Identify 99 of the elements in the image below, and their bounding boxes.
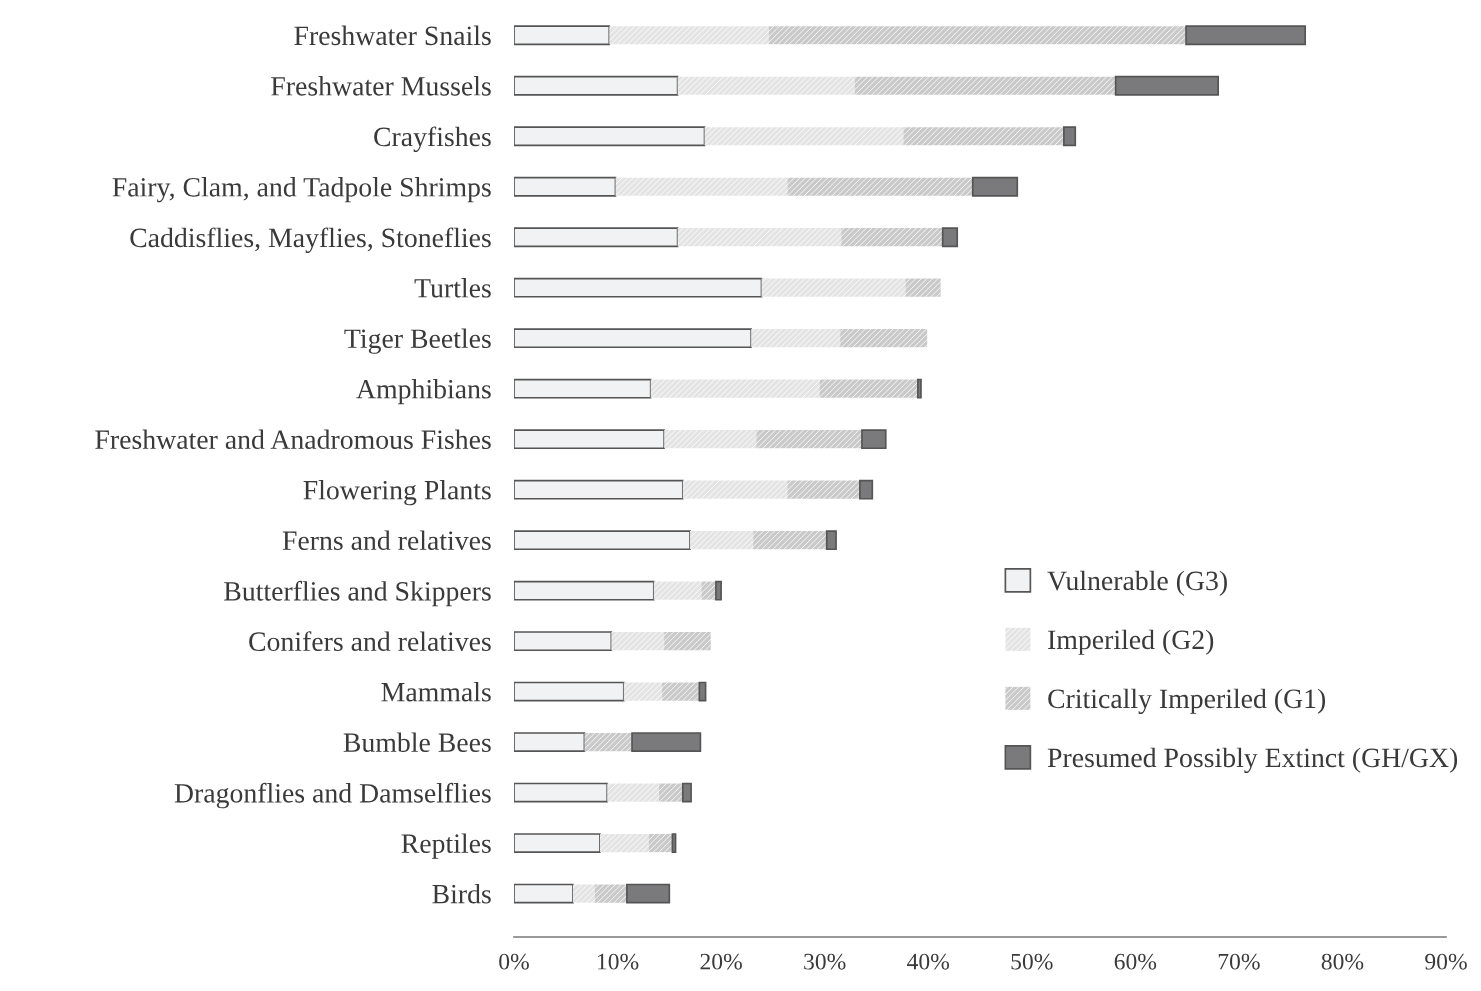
x-tick-label: 30% xyxy=(804,953,846,970)
y-tick-label: Ferns and relatives xyxy=(282,530,491,551)
bar xyxy=(514,227,679,248)
bar xyxy=(609,26,769,45)
bar xyxy=(768,26,1187,45)
bar xyxy=(514,25,611,46)
bar xyxy=(631,732,702,753)
bar xyxy=(761,278,906,297)
legend-label: Presumed Possibly Extinct (GH/GX) xyxy=(1047,747,1458,773)
bar xyxy=(854,76,1116,95)
bar xyxy=(903,127,1064,146)
bar xyxy=(514,681,625,702)
bar xyxy=(1063,126,1077,147)
bar xyxy=(584,733,633,752)
bar xyxy=(819,379,918,398)
bar xyxy=(514,378,652,399)
x-tick-label: 50% xyxy=(1011,953,1053,970)
y-tick-label: Freshwater and Anadromous Fishes xyxy=(95,429,491,450)
bar xyxy=(941,227,959,248)
bar xyxy=(514,833,601,854)
bar xyxy=(825,530,837,551)
bar xyxy=(626,883,671,904)
bar xyxy=(698,681,707,702)
x-tick-label: 60% xyxy=(1114,953,1157,970)
bar xyxy=(514,277,763,298)
bar xyxy=(658,783,683,802)
x-tick-label: 90% xyxy=(1425,953,1467,970)
bar xyxy=(787,177,973,196)
bar xyxy=(690,531,754,550)
bar xyxy=(753,531,827,550)
bar xyxy=(599,834,649,853)
bar xyxy=(514,883,574,904)
bar xyxy=(677,228,842,247)
bar xyxy=(715,580,722,601)
bar xyxy=(701,581,716,600)
bar xyxy=(1185,25,1306,46)
bar xyxy=(664,430,757,449)
bar xyxy=(650,379,820,398)
x-tick-label: 10% xyxy=(597,953,639,970)
y-tick-label: Caddisflies, Mayflies, Stoneflies xyxy=(130,227,491,253)
bar xyxy=(1114,75,1220,96)
bar xyxy=(514,530,691,551)
legend-label: Vulnerable (G3) xyxy=(1047,570,1227,596)
bar xyxy=(653,581,702,600)
bar xyxy=(514,75,679,96)
bar xyxy=(514,176,617,197)
bar xyxy=(756,430,862,449)
bar xyxy=(514,732,586,753)
y-tick-label: Crayfishes xyxy=(374,126,491,152)
y-tick-label: Amphibians xyxy=(356,379,491,405)
bar xyxy=(514,126,706,147)
bar xyxy=(859,479,874,500)
y-tick-label: Butterflies and Skippers xyxy=(224,580,491,607)
bar xyxy=(841,228,943,247)
bar xyxy=(607,783,659,802)
bar xyxy=(514,782,609,803)
x-tick-label: 0% xyxy=(499,953,529,970)
bar xyxy=(677,76,855,95)
bar xyxy=(514,479,684,500)
y-tick-label: Bumble Bees xyxy=(343,732,491,753)
bar xyxy=(648,834,673,853)
bar xyxy=(681,782,692,803)
y-tick-label: Reptiles xyxy=(401,833,491,859)
y-tick-label: Tiger Beetles xyxy=(344,328,491,354)
bar xyxy=(682,480,788,499)
x-tick-label: 20% xyxy=(700,953,742,970)
bar xyxy=(514,580,655,601)
bar xyxy=(611,632,665,651)
y-tick-label: Turtles xyxy=(414,278,491,298)
x-tick-label: 80% xyxy=(1321,953,1364,970)
bar xyxy=(615,177,788,196)
y-tick-label: Dragonflies and Damselflies xyxy=(174,782,491,809)
y-tick-label: Flowering Plants xyxy=(303,480,491,506)
bar xyxy=(662,682,700,701)
y-tick-label: Freshwater Snails xyxy=(294,25,491,46)
bar xyxy=(905,278,941,297)
bar xyxy=(514,429,665,450)
legend-label: Critically Imperiled (G1) xyxy=(1048,688,1326,714)
bar xyxy=(514,328,752,349)
y-tick-label: Mammals xyxy=(381,681,491,702)
bar xyxy=(787,480,860,499)
legend-label: Imperiled (G2) xyxy=(1048,629,1214,655)
x-tick-label: 40% xyxy=(907,953,950,970)
y-tick-label: Birds xyxy=(432,883,491,904)
bar xyxy=(623,682,663,701)
bar xyxy=(594,884,627,903)
y-tick-label: Freshwater Mussels xyxy=(271,76,491,96)
bar xyxy=(751,329,841,348)
bar xyxy=(917,378,922,399)
bar xyxy=(971,176,1019,197)
bar xyxy=(664,632,711,651)
bar xyxy=(861,429,887,450)
bar xyxy=(514,631,613,652)
bar xyxy=(840,329,928,348)
y-tick-label: Fairy, Clam, and Tadpole Shrimps xyxy=(112,177,491,203)
bar xyxy=(704,127,904,146)
bar xyxy=(573,884,595,903)
y-tick-label: Conifers and relatives xyxy=(249,631,491,652)
x-tick-label: 70% xyxy=(1218,953,1260,970)
